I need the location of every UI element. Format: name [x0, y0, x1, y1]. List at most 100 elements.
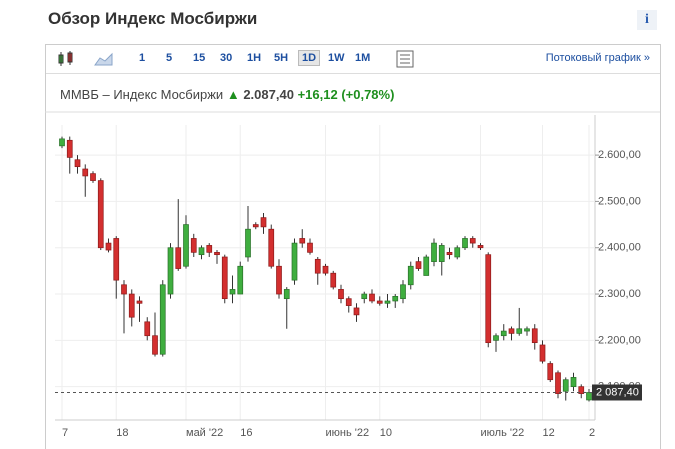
candle-body — [152, 335, 158, 355]
candle-body — [252, 224, 259, 228]
candle-body — [508, 328, 515, 334]
candle-body — [555, 372, 561, 394]
candle-body — [431, 242, 437, 262]
candle-body — [260, 217, 267, 228]
candle-body — [221, 256, 228, 300]
candle-body — [283, 289, 290, 300]
candle-body — [245, 228, 251, 258]
y-tick-label: 2.200,00 — [598, 334, 641, 346]
candle-body — [493, 335, 499, 341]
x-tick-label: 18 — [116, 427, 128, 439]
instrument-name: ММВБ – Индекс Мосбиржи — [60, 87, 224, 102]
candle-body — [570, 377, 577, 388]
candle-body — [74, 159, 81, 168]
candle-body — [291, 242, 298, 281]
interval-button[interactable]: 1 — [139, 52, 146, 64]
candle-body — [454, 247, 461, 258]
candle-body — [322, 265, 329, 274]
y-tick-label: 2.300,00 — [598, 288, 641, 300]
candle-body — [531, 328, 538, 344]
page-title: Обзор Индекс Мосбиржи — [48, 9, 258, 28]
candle-body — [562, 379, 569, 392]
candle-body — [338, 289, 344, 300]
candle-body — [59, 138, 65, 147]
candle-body — [237, 265, 244, 295]
candle-body — [175, 247, 182, 269]
x-tick-label: 2 — [589, 427, 595, 439]
interval-button[interactable]: 30 — [220, 52, 233, 64]
candle-body — [128, 293, 135, 318]
candle-body — [407, 265, 414, 286]
candle-body — [477, 245, 484, 249]
candle-body — [229, 289, 236, 295]
candle-body — [423, 256, 430, 276]
interval-button[interactable]: 5H — [274, 52, 289, 64]
candle-body — [113, 238, 120, 281]
interval-button[interactable]: 1M — [355, 52, 371, 64]
candle-body — [469, 238, 476, 244]
candle-body — [183, 224, 189, 267]
interval-button[interactable]: 5 — [166, 52, 173, 64]
interval-button[interactable]: 15 — [193, 52, 206, 64]
candle-body — [121, 284, 127, 295]
candle-body — [66, 139, 73, 158]
candle-body — [190, 238, 197, 253]
interval-button[interactable]: 1D — [298, 50, 321, 66]
up-arrow: ▲ — [226, 87, 240, 102]
candle-body — [268, 228, 275, 267]
x-tick-label: май '22 — [186, 427, 223, 439]
interval-button[interactable]: 1W — [328, 52, 345, 64]
candle-body — [438, 245, 445, 262]
candle-body — [198, 247, 205, 256]
chart-panel: 1 5 15 30 1H 5H 1D 1W 1M Потоковый график » ММВБ… — [45, 44, 661, 449]
candle-body — [214, 252, 220, 256]
x-tick-label: июнь '22 — [326, 427, 370, 439]
area-icon[interactable] — [94, 51, 114, 67]
y-tick-label: 2.600,00 — [598, 149, 641, 161]
x-tick-label: июль '22 — [481, 427, 525, 439]
x-tick-label: 10 — [380, 427, 392, 439]
quote-line: ММВБ – Индекс Мосбиржи ▲ 2.087,40 +16,12… — [60, 87, 394, 102]
last-price-label: 2 087,40 — [596, 386, 639, 398]
y-tick-label: 2.500,00 — [598, 195, 641, 207]
candle-body — [82, 168, 89, 177]
candle-body — [307, 242, 313, 253]
candle-body — [136, 300, 143, 304]
candle-body — [384, 300, 391, 304]
candle-body — [500, 330, 507, 337]
toolbar: 1 5 15 30 1H 5H 1D 1W 1M Потоковый график » — [46, 45, 660, 74]
last-price-tag — [592, 384, 642, 401]
candle-body — [97, 180, 104, 249]
candle-body — [586, 392, 592, 401]
candle-body — [330, 272, 337, 288]
info-button[interactable]: i — [637, 10, 657, 30]
change: +16,12 — [297, 87, 338, 102]
candle-body — [376, 300, 383, 304]
candle-body — [276, 265, 282, 295]
x-tick-label: 7 — [62, 427, 68, 439]
candle-body — [314, 258, 321, 274]
candle-body — [361, 293, 368, 300]
candle-body — [446, 252, 453, 256]
candle-body — [462, 238, 468, 249]
candle-body — [524, 328, 530, 332]
interval-button[interactable]: 1H — [247, 52, 262, 64]
stream-link[interactable]: Потоковый график » — [545, 52, 650, 64]
candle-body — [206, 245, 213, 253]
candle-body — [105, 242, 112, 251]
candle-body — [167, 247, 174, 295]
candle-body — [369, 293, 375, 302]
candle-body — [516, 328, 523, 334]
candle-body — [578, 386, 585, 394]
candle-body — [159, 284, 166, 355]
candle-body — [353, 307, 360, 316]
candle-body — [485, 254, 492, 344]
settings-icon[interactable] — [396, 50, 414, 68]
candle-body — [144, 321, 151, 337]
x-tick-label: 16 — [240, 427, 252, 439]
candle-icon[interactable] — [56, 51, 76, 67]
candle-body — [90, 173, 96, 181]
candle-body — [299, 238, 306, 244]
